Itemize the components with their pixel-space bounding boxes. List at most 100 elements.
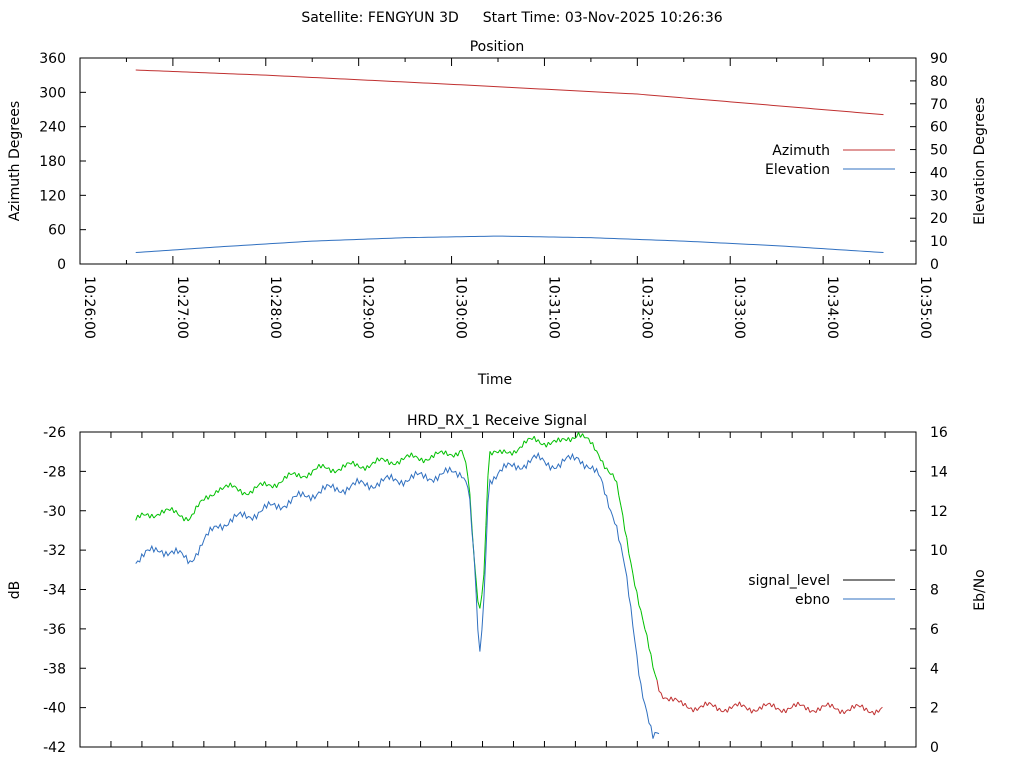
signal-level-segment <box>229 482 233 488</box>
signal-level-segment <box>682 702 686 707</box>
signal-level-segment <box>749 707 753 714</box>
signal-level-segment <box>877 708 881 713</box>
y-tick-label: -38 <box>43 661 66 677</box>
y-tick-label: 240 <box>39 120 66 136</box>
signal-level-segment <box>477 601 481 609</box>
signal-level-segment <box>851 704 855 709</box>
signal-level-segment <box>336 468 340 472</box>
signal-level-segment <box>676 699 680 703</box>
signal-level-segment <box>306 472 310 479</box>
y2-tick-label: 0 <box>930 257 939 273</box>
signal-level-segment <box>433 451 437 458</box>
y-tick-label: -40 <box>43 701 66 717</box>
signal-level-segment <box>666 698 670 702</box>
signal-level-segment <box>509 451 513 456</box>
signal-level-segment <box>702 701 706 708</box>
signal-level-segment <box>529 438 533 441</box>
signal-level-segment <box>628 553 632 563</box>
signal-level-segment <box>843 710 847 715</box>
y2-tick-label: 6 <box>930 622 939 638</box>
x-tick-label: 10:32:00 <box>638 276 654 339</box>
x-tick-label: 10:34:00 <box>824 276 840 339</box>
y-tick-label: 60 <box>48 223 66 239</box>
signal-level-segment <box>710 703 714 708</box>
signal-level-segment <box>668 696 672 702</box>
signal-level-segment <box>515 449 519 454</box>
signal-level-segment <box>636 591 640 606</box>
signal-level-segment <box>294 472 298 478</box>
signal-level-segment <box>463 456 467 463</box>
signal-level-segment <box>322 463 326 468</box>
signal-level-segment <box>262 481 265 487</box>
signal-level-segment <box>829 703 833 708</box>
signal-level-segment <box>572 437 575 440</box>
signal-level-segment <box>179 515 183 517</box>
signal-level-segment <box>537 439 541 444</box>
signal-level-segment <box>159 509 163 516</box>
signal-level-segment <box>475 577 479 602</box>
signal-level-segment <box>211 494 215 497</box>
signal-level-segment <box>648 648 652 655</box>
signal-level-segment <box>594 449 597 452</box>
signal-level-segment <box>425 458 428 461</box>
signal-level-segment <box>841 709 845 715</box>
signal-level-segment <box>576 432 579 438</box>
signal-level-segment <box>205 495 209 500</box>
signal-level-segment <box>791 703 795 708</box>
signal-level-segment <box>751 709 755 714</box>
y-tick-label: 0 <box>57 257 66 273</box>
signal-level-segment <box>199 499 203 502</box>
signal-level-segment <box>616 481 620 496</box>
signal-level-segment <box>827 702 831 708</box>
signal-y2label: Eb/No <box>972 569 988 611</box>
signal-level-segment <box>503 449 507 454</box>
signal-level-segment <box>562 437 565 440</box>
signal-level-segment <box>177 514 181 517</box>
signal-level-segment <box>592 442 596 451</box>
signal-level-segment <box>775 707 779 710</box>
signal-level-segment <box>296 473 300 478</box>
signal-level-segment <box>716 707 720 712</box>
signal-level-segment <box>658 690 662 694</box>
signal-level-segment <box>803 704 807 711</box>
y2-tick-label: 70 <box>930 97 948 113</box>
signal-level-segment <box>155 513 159 517</box>
signal-level-segment <box>686 707 690 710</box>
signal-level-segment <box>499 449 503 455</box>
signal-level-segment <box>795 701 799 708</box>
signal-level-segment <box>761 703 765 710</box>
signal-level-segment <box>207 494 211 500</box>
signal-level-segment <box>753 709 756 712</box>
signal-level-segment <box>423 458 426 464</box>
signal-level-segment <box>290 473 293 476</box>
signal-level-segment <box>141 512 145 516</box>
signal-level-segment <box>664 697 668 699</box>
signal-level-segment <box>340 464 344 471</box>
signal-level-segment <box>745 706 748 711</box>
signal-level-segment <box>555 437 559 443</box>
signal-title: HRD_RX_1 Receive Signal <box>407 413 587 429</box>
signal-level-segment <box>318 463 322 469</box>
signal-level-segment <box>531 435 535 440</box>
signal-level-segment <box>421 457 424 464</box>
y-tick-label: 120 <box>39 188 66 204</box>
y2-tick-label: 16 <box>930 425 948 441</box>
y-tick-label: 300 <box>39 85 66 101</box>
signal-level-segment <box>189 514 193 519</box>
y2-tick-label: 30 <box>930 188 948 204</box>
signal-level-segment <box>356 463 360 468</box>
signal-level-segment <box>358 466 362 469</box>
azimuth-line <box>135 69 884 116</box>
signal-level-segment <box>819 705 823 711</box>
signal-level-segment <box>288 472 292 476</box>
signal-level-segment <box>608 471 612 475</box>
signal-level-segment <box>312 468 316 471</box>
signal-level-segment <box>489 451 493 456</box>
signal-level-segment <box>726 706 730 713</box>
signal-level-segment <box>769 702 773 708</box>
signal-level-segment <box>781 708 785 713</box>
signal-level-segment <box>455 452 459 457</box>
signal-level-segment <box>831 703 835 709</box>
signal-level-segment <box>465 462 469 477</box>
signal-level-segment <box>517 446 521 450</box>
